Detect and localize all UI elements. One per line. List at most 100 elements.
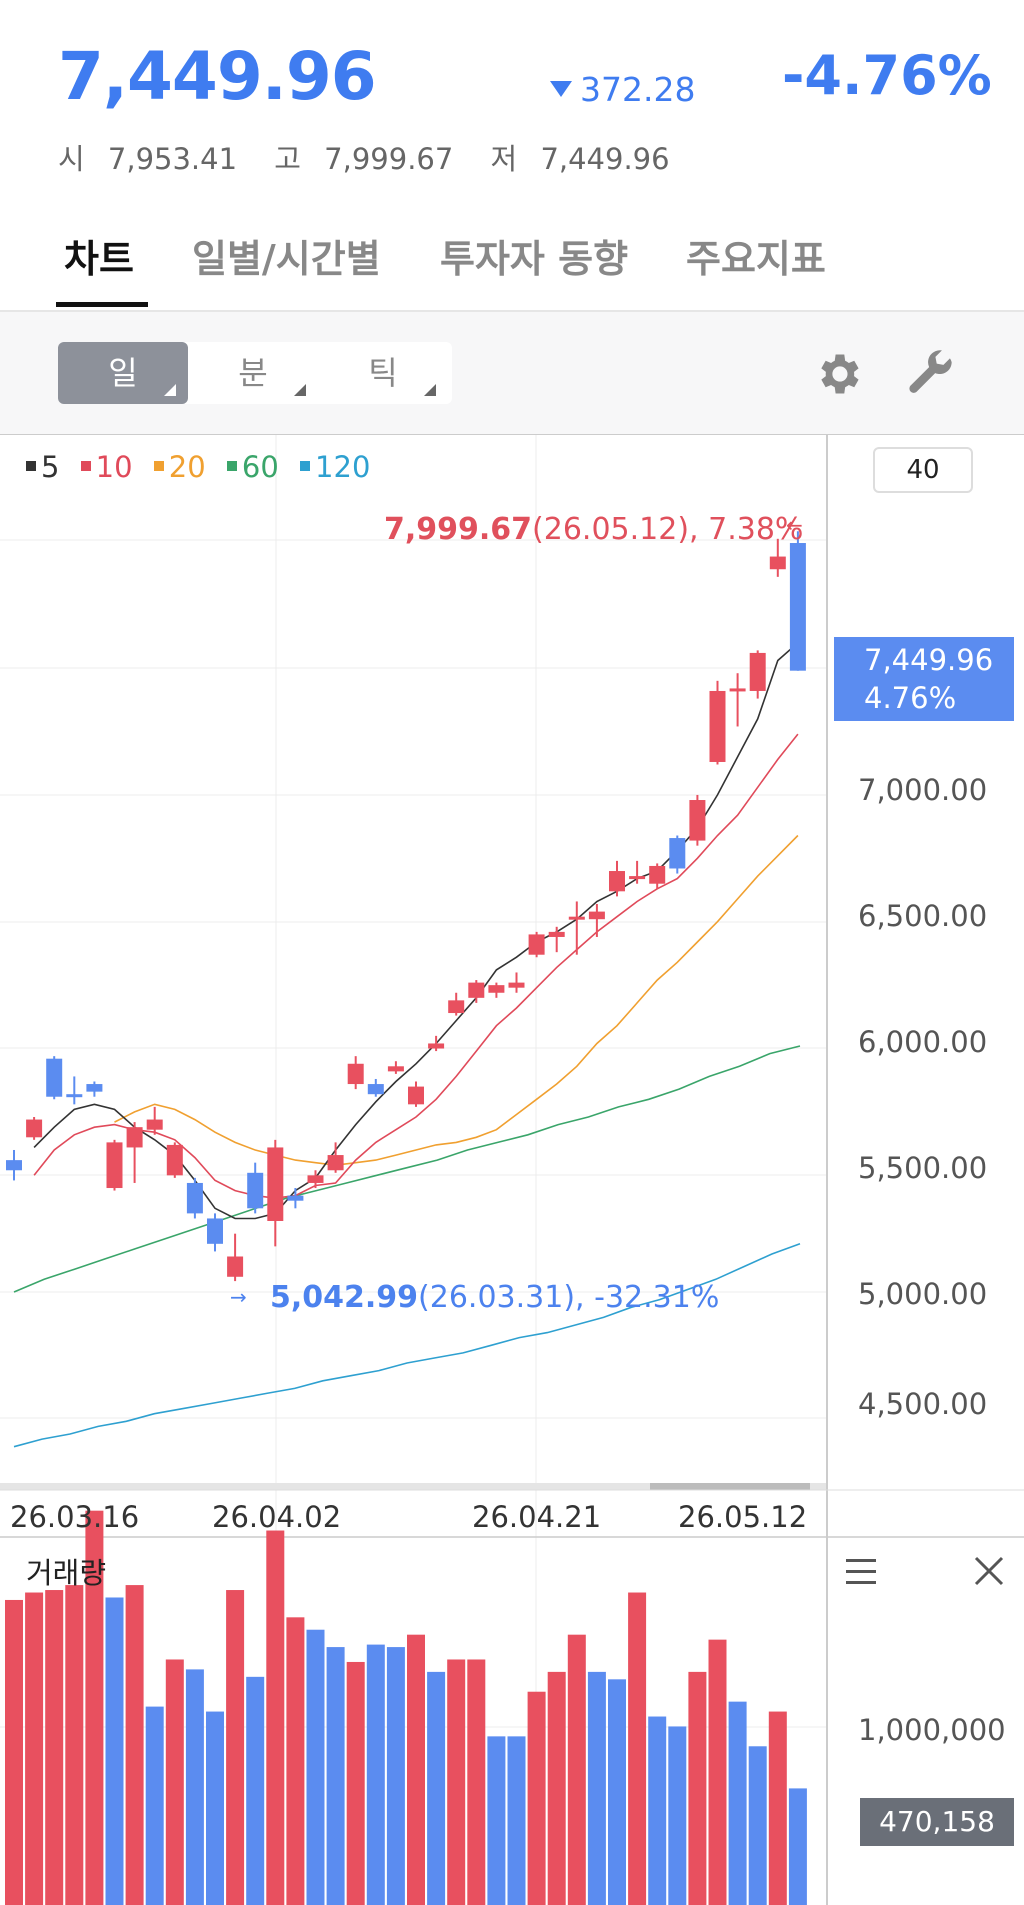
candle: [749, 652, 766, 691]
candle: [26, 1119, 43, 1138]
candle: [186, 1182, 203, 1214]
y-tick: 6,500.00: [858, 899, 988, 933]
volume-bar: [708, 1639, 727, 1905]
ma-line-ma60: [13, 1045, 801, 1293]
wrench-icon[interactable]: [904, 348, 956, 400]
candle: [408, 1086, 424, 1105]
volume-bar: [567, 1634, 586, 1905]
scroll-track: [0, 1483, 826, 1490]
close-icon[interactable]: [970, 1552, 1010, 1592]
candle: [267, 1147, 284, 1221]
volume-bar: [487, 1736, 506, 1905]
gear-icon[interactable]: [812, 348, 864, 400]
y-tick: 4,500.00: [858, 1387, 988, 1421]
scroll-thumb: [650, 1483, 810, 1490]
volume-bar: [386, 1647, 405, 1905]
volume-bar: [286, 1617, 305, 1905]
price-change: 372.28: [550, 70, 695, 109]
x-date: 26.04.21: [472, 1500, 602, 1534]
volume-bar: [5, 1599, 23, 1905]
candle: [367, 1084, 384, 1095]
legend-ma20: 20: [153, 450, 206, 484]
price-chart[interactable]: ←→: [0, 435, 1024, 1905]
volume-bar: [226, 1590, 245, 1905]
volume-bar: [45, 1590, 64, 1905]
dropdown-triangle-icon: [294, 384, 306, 396]
volume-bar: [427, 1671, 446, 1905]
legend-ma5: 5: [26, 450, 59, 484]
volume-bar: [447, 1659, 466, 1905]
candle: [548, 931, 565, 937]
candle: [227, 1256, 244, 1277]
legend-swatch: [26, 461, 36, 471]
volume-bar: [145, 1706, 164, 1905]
volume-bar: [788, 1788, 807, 1905]
tab-daily[interactable]: 일별/시간별: [192, 237, 381, 281]
candle: [146, 1119, 163, 1130]
legend-swatch: [226, 461, 237, 471]
volume-title: 거래량: [26, 1556, 107, 1590]
candle: [629, 876, 646, 880]
volume-bar: [206, 1711, 224, 1905]
dropdown-triangle-icon: [424, 384, 436, 396]
candle: [106, 1142, 123, 1189]
volume-bar: [688, 1671, 707, 1905]
y-tick: 6,000.00: [858, 1025, 988, 1059]
volume-bar: [346, 1661, 365, 1905]
current-price-tag: 7,449.96 4.76%: [834, 637, 1014, 721]
chart-toolbar: 일 분 틱: [0, 312, 1024, 435]
volume-bar: [105, 1597, 124, 1905]
candle: [307, 1175, 324, 1183]
tab-investors[interactable]: 투자자 동향: [440, 237, 629, 281]
candle: [247, 1172, 264, 1209]
volume-bar: [748, 1746, 767, 1905]
candle: [166, 1144, 183, 1176]
x-date: 26.05.12: [678, 1500, 808, 1534]
volume-bar: [266, 1530, 285, 1905]
high-annotation: 7,999.67(26.05.12), 7.38%: [384, 512, 804, 547]
candle: [488, 985, 505, 993]
volume-bar: [608, 1679, 626, 1905]
legend-ma120: 120: [300, 450, 370, 484]
volume-tick: 1,000,000: [858, 1713, 1006, 1747]
volume-bar: [768, 1711, 787, 1905]
tab-chart[interactable]: 차트: [64, 237, 134, 281]
candle: [649, 865, 666, 884]
low-arrow-icon: →: [230, 1285, 247, 1309]
legend-swatch: [80, 461, 91, 471]
ma-line-ma10: [33, 733, 799, 1200]
candle: [46, 1058, 63, 1097]
tab-indicators[interactable]: 주요지표: [686, 237, 826, 281]
menu-icon[interactable]: [842, 1555, 888, 1591]
volume-bar: [628, 1592, 647, 1905]
candle: [86, 1084, 103, 1092]
volume-bar: [366, 1644, 385, 1905]
candle: [508, 982, 525, 988]
volume-bar: [85, 1510, 104, 1905]
open-label: 시: [58, 142, 85, 176]
period-tick-button[interactable]: 틱: [318, 342, 448, 404]
active-tab-indicator: [56, 302, 148, 307]
period-minute-button[interactable]: 분: [188, 342, 318, 404]
legend-ma60: 60: [226, 450, 279, 484]
volume-bar: [407, 1634, 425, 1905]
ma-line-ma120: [13, 1243, 801, 1448]
volume-bar: [306, 1629, 325, 1905]
volume-bar: [246, 1676, 265, 1905]
candle: [609, 871, 625, 892]
candle: [347, 1063, 364, 1085]
volume-bar: [728, 1701, 747, 1905]
volume-bar: [125, 1585, 144, 1905]
volume-bar: [507, 1736, 526, 1905]
volume-bar: [527, 1691, 546, 1905]
candle: [568, 916, 585, 920]
low-value: 7,449.96: [540, 142, 670, 176]
candle: [588, 911, 605, 920]
ma-legend: 5 10 20 60 120: [26, 450, 382, 484]
ma-period-box[interactable]: 40: [873, 447, 973, 493]
period-day-button[interactable]: 일: [58, 342, 188, 404]
candle: [669, 838, 686, 869]
high-label: 고: [274, 142, 301, 176]
candle: [387, 1066, 404, 1072]
y-tick: 7,000.00: [858, 773, 988, 807]
